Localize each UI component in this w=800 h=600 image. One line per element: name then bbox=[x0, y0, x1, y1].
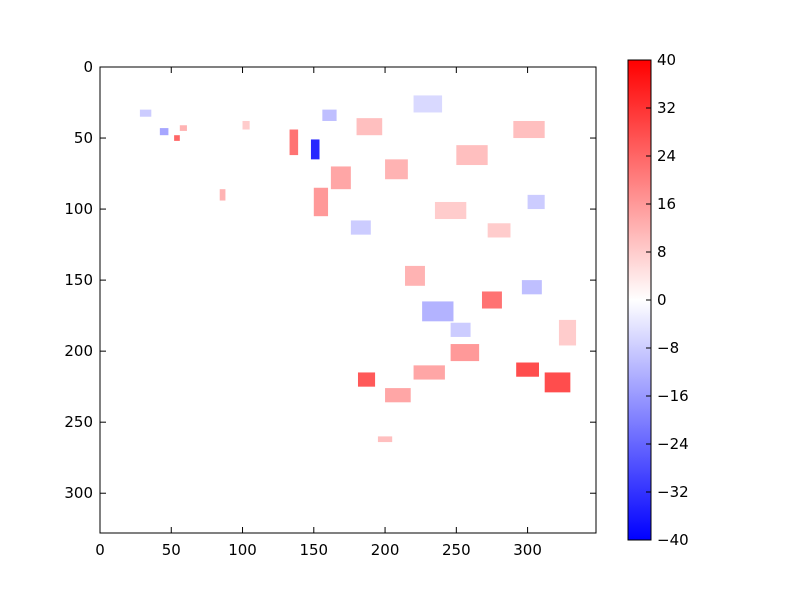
colorbar-tick-label: 16 bbox=[657, 195, 676, 213]
heatmap-region-18 bbox=[487, 223, 511, 238]
x-tick-label: 250 bbox=[442, 541, 471, 559]
y-tick-label: 50 bbox=[74, 129, 93, 147]
x-tick-label: 150 bbox=[299, 541, 328, 559]
colorbar-axis: 40 32 24 16 8 0 −8 −16 −24 −32 −40 bbox=[646, 51, 689, 549]
y-tick-label: 100 bbox=[64, 200, 93, 218]
heatmap-region-32 bbox=[377, 436, 393, 443]
heatmap-region-17 bbox=[513, 120, 545, 139]
heatmap-region-24 bbox=[521, 280, 542, 295]
colorbar-tick-label: −24 bbox=[657, 435, 689, 453]
heatmap-region-10 bbox=[330, 166, 351, 190]
heatmap-region-31 bbox=[385, 388, 411, 403]
heatmap-region-5 bbox=[242, 120, 250, 130]
colorbar-tick-label: 32 bbox=[657, 99, 676, 117]
colorbar-tick-label: −8 bbox=[657, 339, 679, 357]
heatmap-region-4 bbox=[219, 189, 226, 201]
heatmap-region-9 bbox=[313, 187, 329, 217]
heatmap-region-0 bbox=[139, 109, 152, 117]
x-tick-label: 300 bbox=[513, 541, 542, 559]
heatmap-region-19 bbox=[527, 194, 545, 210]
heatmap-region-14 bbox=[413, 95, 443, 113]
colorbar-tick-label: 0 bbox=[657, 291, 667, 309]
colorbar-tick-label: 8 bbox=[657, 243, 667, 261]
y-tick-label: 300 bbox=[64, 484, 93, 502]
heatmap-region-12 bbox=[350, 220, 371, 235]
plot-frame bbox=[99, 66, 597, 534]
x-tick-label: 0 bbox=[95, 541, 105, 559]
heatmap-region-8 bbox=[322, 109, 337, 121]
heatmap-region-2 bbox=[174, 135, 180, 141]
heatmap-region-13 bbox=[385, 159, 408, 180]
colorbar-tick-label: −32 bbox=[657, 483, 689, 501]
heatmap-region-25 bbox=[558, 319, 577, 346]
heatmap-region-21 bbox=[422, 301, 454, 322]
heatmap-region-7 bbox=[310, 139, 320, 160]
y-tick-label: 200 bbox=[64, 342, 93, 360]
heatmap-region-11 bbox=[356, 118, 383, 136]
heatmap-region-1 bbox=[159, 128, 169, 136]
heatmap-region-3 bbox=[179, 125, 187, 131]
heatmap-region-16 bbox=[456, 145, 488, 166]
colorbar-tick-label: −40 bbox=[657, 531, 689, 549]
colorbar-tick-label: −16 bbox=[657, 387, 689, 405]
heatmap-region-20 bbox=[405, 265, 425, 286]
heatmap-region-28 bbox=[544, 372, 571, 393]
heatmap-region-26 bbox=[450, 344, 480, 362]
heatmap-region-6 bbox=[289, 129, 299, 156]
heatmap-image bbox=[139, 95, 577, 443]
colorbar-tick-label: 40 bbox=[657, 51, 676, 69]
x-tick-label: 200 bbox=[371, 541, 400, 559]
x-axis: 0 50 100 150 200 250 300 bbox=[95, 67, 542, 559]
heatmap-region-22 bbox=[450, 322, 471, 337]
heatmap-region-27 bbox=[516, 362, 539, 377]
y-tick-label: 250 bbox=[64, 413, 93, 431]
y-axis: 0 50 100 150 200 250 300 bbox=[64, 58, 596, 502]
heatmap-region-15 bbox=[434, 201, 467, 220]
x-tick-label: 50 bbox=[162, 541, 181, 559]
heatmap-region-30 bbox=[357, 372, 376, 387]
y-tick-label: 0 bbox=[83, 58, 93, 76]
y-tick-label: 150 bbox=[64, 271, 93, 289]
x-tick-label: 100 bbox=[228, 541, 257, 559]
heatmap-region-29 bbox=[413, 365, 445, 380]
colorbar-tick-label: 24 bbox=[657, 147, 676, 165]
heatmap-region-23 bbox=[481, 291, 502, 309]
